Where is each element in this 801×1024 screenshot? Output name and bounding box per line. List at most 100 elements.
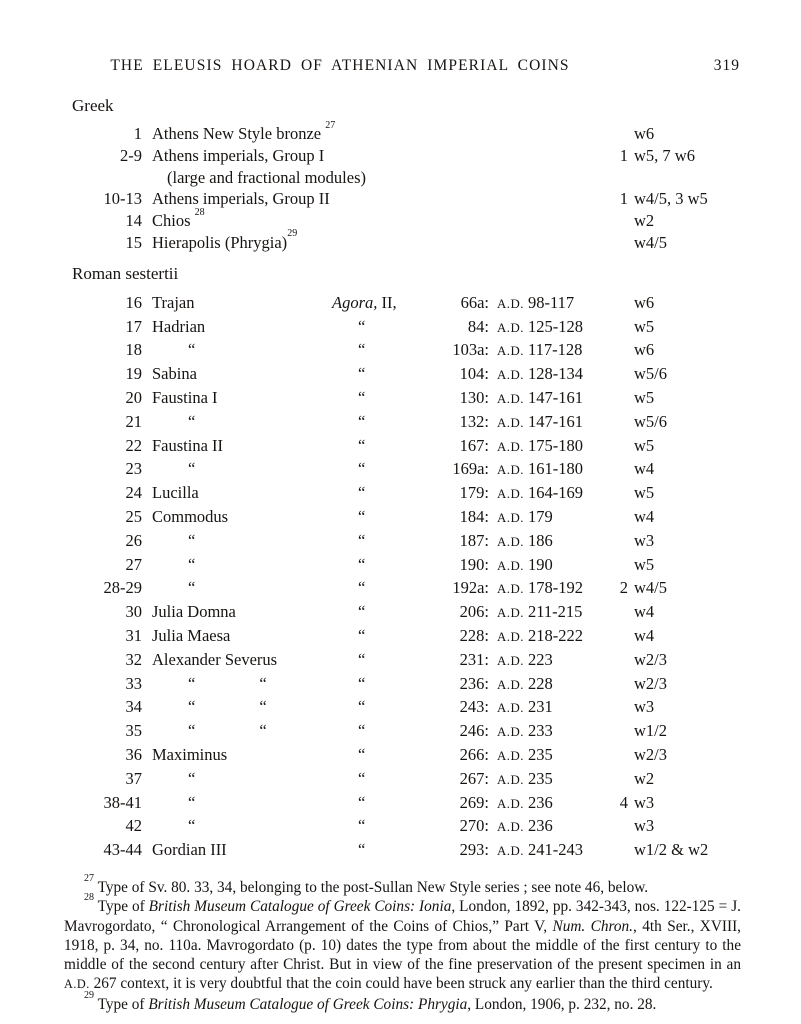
coin-name: “ <box>142 792 332 816</box>
coin-name-text: Lucilla <box>152 483 199 503</box>
table-row: 27 ““190: A.D. 190 w5 <box>64 554 801 578</box>
date-range: A.D. 235 <box>489 744 612 768</box>
date-range: A.D. 228 <box>489 673 612 697</box>
date-range: A.D. 147-161 <box>489 411 612 435</box>
table-row: 16 Trajan Agora, II, 66a: A.D. 98-117 w6 <box>64 292 801 316</box>
table-row: 36 Maximinus “266: A.D. 235 w2/3 <box>64 744 801 768</box>
table-row: 15 Hierapolis (Phrygia)29 w4/5 <box>64 229 801 254</box>
catalog-number: 103a: <box>452 340 489 360</box>
table-row: (large and fractional modules) <box>64 167 801 189</box>
row-number: 36 <box>125 744 143 764</box>
footnote-text: A.D. <box>64 977 90 992</box>
wear-grade: w2/3 <box>634 673 667 693</box>
agora-reference: “ <box>332 720 432 744</box>
era-label: A.D. <box>497 463 525 478</box>
date-range: A.D. 211-215 <box>489 601 612 625</box>
ditto-mark: “ <box>358 364 366 384</box>
date-range: A.D. 236 <box>489 815 612 839</box>
era-label: A.D. <box>497 606 525 621</box>
era-label: A.D. <box>497 510 525 525</box>
catalog-number: 179: <box>459 483 489 503</box>
date-value: 231 <box>528 697 553 717</box>
footnote-text: Num. Chron. <box>552 917 634 935</box>
date-range: A.D. 231 <box>489 696 612 720</box>
table-row: 25 Commodus “184: A.D. 179 w4 <box>64 506 801 530</box>
era-label: A.D. <box>497 344 525 359</box>
coin-name: Commodus <box>142 506 332 530</box>
wear-grade: w3 <box>634 792 655 812</box>
ditto-mark: “ <box>358 411 366 431</box>
row-number: 21 <box>125 411 143 431</box>
footnote-text: Type of <box>97 995 149 1013</box>
footnote-number: 28 <box>84 892 94 904</box>
ditto-mark: “ <box>188 697 196 717</box>
ditto-mark: “ <box>358 530 366 550</box>
footnote-text: British Museum Catalogue of Greek Coins:… <box>148 995 468 1013</box>
coin-name: “ <box>142 458 332 482</box>
ditto-mark: “ <box>358 459 366 479</box>
era-label: A.D. <box>497 748 525 763</box>
coin-name-text: Alexander Severus <box>152 649 278 669</box>
ditto-mark: “ <box>358 340 366 360</box>
ditto-mark: “ <box>188 578 196 598</box>
coin-count <box>612 625 628 649</box>
agora-reference: “ <box>332 339 432 363</box>
footnotes: 27 Type of Sv. 80. 33, 34, belonging to … <box>64 873 741 1014</box>
wear-grade: w5, 7 w6 <box>634 145 695 165</box>
coin-count <box>612 387 628 411</box>
section-heading: Roman sestertii <box>72 263 179 283</box>
catalog-number: 84: <box>467 316 489 336</box>
wear-grade: w3 <box>634 697 655 717</box>
wear-grade: w4 <box>634 459 655 479</box>
date-value: 179 <box>528 506 553 526</box>
wear-grade: w4/5 <box>634 232 667 252</box>
row-number: 2-9 <box>120 145 142 165</box>
coin-name: Chios 28 <box>142 207 612 232</box>
ditto-mark: “ <box>259 721 267 741</box>
coin-name: Maximinus <box>142 744 332 768</box>
coin-name: “ <box>142 411 332 435</box>
row-number: 42 <box>125 816 143 836</box>
catalog-number: 187: <box>459 530 489 550</box>
footnote-number: 29 <box>84 989 94 1001</box>
footnote-text: , London, 1906, p. 232, no. 28. <box>467 995 657 1013</box>
wear-grade: w4 <box>634 506 655 526</box>
agora-reference: “ <box>332 768 432 792</box>
date-range: A.D. 161-180 <box>489 458 612 482</box>
coin-name: ““ <box>142 720 332 744</box>
row-number: 15 <box>125 232 143 252</box>
ditto-mark: “ <box>358 554 366 574</box>
date-value: 147-161 <box>528 387 584 407</box>
row-number: 16 <box>125 292 143 312</box>
coin-name: Julia Maesa <box>142 625 332 649</box>
table-row: 31 Julia Maesa “228: A.D. 218-222 w4 <box>64 625 801 649</box>
agora-reference: “ <box>332 554 432 578</box>
footnote-ref: 27 <box>325 119 336 131</box>
coin-name: Julia Domna <box>142 601 332 625</box>
wear-grade: w1/2 & w2 <box>634 840 709 860</box>
table-row: 43-44 Gordian III “293: A.D. 241-243 w1/2 & w… <box>64 839 801 863</box>
coin-name-text: Faustina II <box>152 435 224 455</box>
coin-count <box>612 673 628 697</box>
ditto-mark: “ <box>188 459 196 479</box>
table-row: 10-13 Athens imperials, Group II 1 w4/5, 3 … <box>64 188 801 210</box>
ditto-mark: “ <box>358 435 366 455</box>
catalog-number: 246: <box>459 721 489 741</box>
wear-grade: w2 <box>634 768 655 788</box>
row-number: 31 <box>125 625 143 645</box>
era-label: A.D. <box>497 844 525 859</box>
ditto-mark: “ <box>188 673 196 693</box>
ditto-mark: “ <box>188 768 196 788</box>
ditto-mark: “ <box>358 625 366 645</box>
page-header: THE ELEUSIS HOARD OF ATHENIAN IMPERIAL C… <box>0 57 801 79</box>
agora-reference: “ <box>332 435 432 459</box>
wear-grade: w5 <box>634 435 655 455</box>
date-range: A.D. 147-161 <box>489 387 612 411</box>
coin-name: Sabina <box>142 363 332 387</box>
ditto-mark: “ <box>188 340 196 360</box>
date-range: A.D. 236 <box>489 792 612 816</box>
date-range: A.D. 223 <box>489 649 612 673</box>
coin-name-text: Hierapolis (Phrygia) <box>152 232 288 252</box>
coin-count <box>612 744 628 768</box>
ditto-mark: “ <box>358 483 366 503</box>
